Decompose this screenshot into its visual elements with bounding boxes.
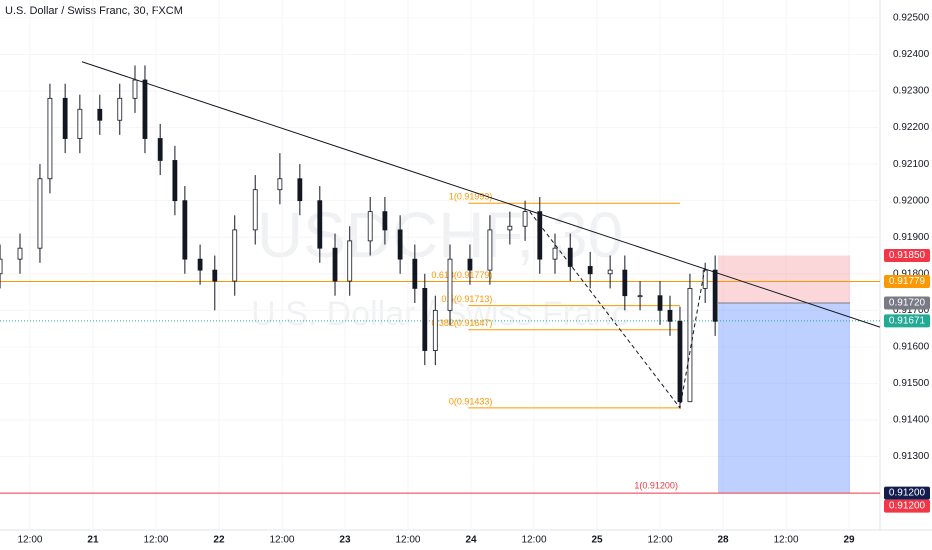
candle-body [332, 247, 338, 282]
candle-body [712, 269, 718, 322]
candle-body [467, 258, 473, 271]
y-tick-label: 0.92300 [893, 86, 930, 97]
candle-body [552, 247, 558, 260]
fib-label: 0.618(0.91779) [431, 270, 492, 280]
candle-body [62, 97, 68, 139]
candle-body [702, 269, 708, 289]
candle-body [197, 258, 203, 271]
chart-title: U.S. Dollar / Swiss Franc, 30, FXCM [5, 5, 183, 17]
fib-label: 1(0.91993) [449, 192, 493, 202]
price-badge-label: 0.91200 [889, 488, 926, 499]
candle-body [687, 287, 693, 403]
price-badge-label: 0.91200 [889, 501, 926, 512]
fib-label: 0.5(0.91713) [441, 294, 492, 304]
candle-body [17, 247, 23, 260]
candle-body [252, 189, 258, 231]
y-tick-label: 0.92200 [893, 122, 930, 133]
x-tick-label: 21 [87, 535, 99, 546]
y-tick-label: 0.91300 [893, 451, 930, 462]
y-tick-label: 0.92100 [893, 159, 930, 170]
candle-body [212, 269, 218, 282]
price-badge [884, 296, 930, 310]
candle-body [297, 178, 303, 202]
x-tick-label: 25 [591, 535, 603, 546]
price-badge-label: 0.91671 [889, 316, 926, 327]
x-tick-label: 12:00 [269, 535, 294, 546]
candle-body [522, 211, 528, 227]
candle-body [77, 108, 83, 139]
target-zone [718, 303, 851, 494]
candle-body [507, 225, 513, 231]
candle-body [142, 79, 148, 139]
fib-label: 0(0.91433) [449, 396, 493, 406]
candle-body [117, 97, 123, 121]
y-tick-label: 0.92400 [893, 49, 930, 60]
candle-body [367, 211, 373, 242]
zigzag [529, 211, 706, 410]
x-tick-label: 12:00 [143, 535, 168, 546]
y-tick-label: 0.92000 [893, 195, 930, 206]
candle-body [317, 200, 323, 249]
y-tick-label: 0.91400 [893, 415, 930, 426]
candle-body [397, 229, 403, 260]
y-tick-label: 0.91600 [893, 342, 930, 353]
candle-body [412, 258, 418, 289]
x-tick-label: 23 [339, 535, 351, 546]
price-badge [884, 314, 930, 328]
x-tick-label: 29 [843, 535, 855, 546]
candle-body [277, 178, 283, 191]
x-tick-label: 12:00 [647, 535, 672, 546]
candle-body [0, 258, 3, 275]
candle-body [422, 287, 428, 351]
candle-body [97, 108, 103, 121]
candle-body [587, 266, 593, 275]
target-label: 1(0.91200) [634, 480, 678, 490]
y-tick-label: 0.91700 [893, 305, 930, 316]
price-badge [884, 486, 930, 500]
x-tick-label: 12:00 [395, 535, 420, 546]
candle-body [667, 309, 673, 322]
price-badge [884, 274, 930, 288]
price-badge-label: 0.91779 [889, 276, 926, 287]
candle-body [157, 138, 163, 161]
candle-body [232, 229, 238, 282]
price-badge-label: 0.91720 [889, 298, 926, 309]
candle-body [37, 178, 43, 249]
candle-body [657, 295, 663, 311]
x-tick-label: 12:00 [774, 535, 799, 546]
candle-body [447, 258, 453, 311]
fib-label: 0.382(0.91647) [431, 318, 492, 328]
stop-zone [718, 255, 851, 304]
candle-body [677, 320, 683, 403]
x-tick-label: 12:00 [521, 535, 546, 546]
candle-body [607, 269, 613, 275]
candle-body [382, 211, 388, 231]
y-tick-label: 0.92500 [893, 13, 930, 24]
x-tick-label: 12:00 [17, 535, 42, 546]
candle-body [622, 269, 628, 297]
candle-body [172, 160, 178, 202]
candle-body [567, 247, 573, 267]
candle-body [47, 97, 53, 180]
candle-body [432, 309, 438, 351]
candle-body [347, 240, 353, 282]
watermark-name: U.S. Dollar / Swiss Franc [251, 295, 629, 333]
candle-body [132, 79, 138, 99]
price-badge-label: 0.91850 [889, 250, 926, 261]
price-badge [884, 248, 930, 262]
trendline [81, 61, 881, 328]
y-tick-label: 0.91800 [893, 268, 930, 279]
y-tick-label: 0.91900 [893, 232, 930, 243]
y-tick-label: 0.91500 [893, 378, 930, 389]
candle-body [487, 229, 493, 271]
candle-body [637, 295, 643, 298]
x-tick-label: 24 [465, 535, 477, 546]
candle-body [537, 211, 543, 260]
x-tick-label: 28 [717, 535, 729, 546]
x-tick-label: 22 [213, 535, 225, 546]
price-badge [884, 499, 930, 513]
candle-body [182, 200, 188, 260]
